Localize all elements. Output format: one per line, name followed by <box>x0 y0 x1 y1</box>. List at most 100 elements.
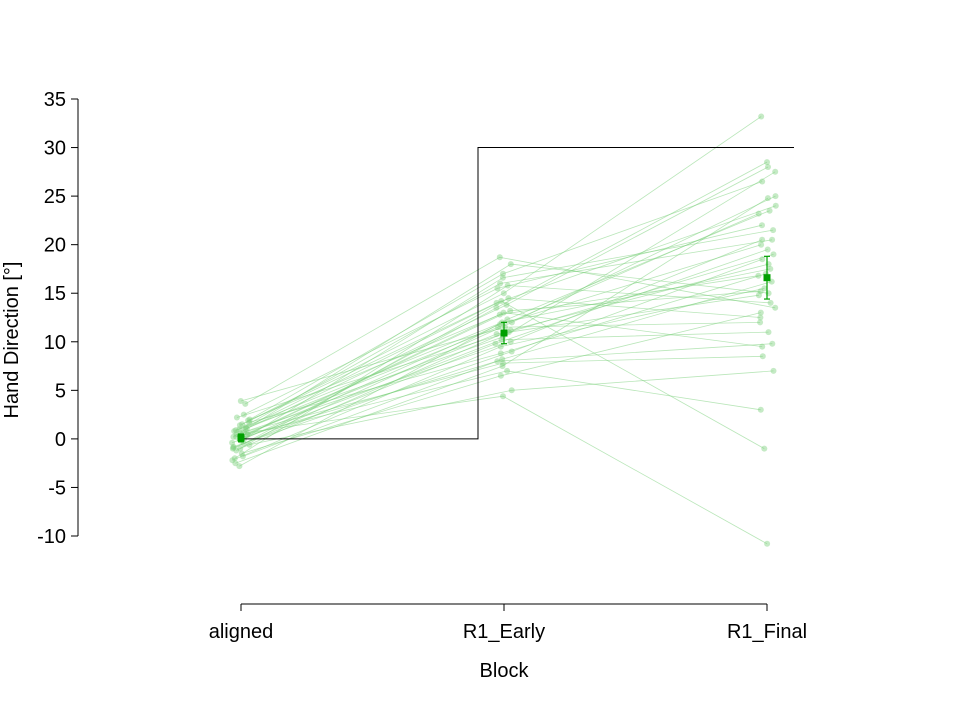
participant-line <box>249 273 767 423</box>
x-tick-label: R1_Final <box>727 621 807 643</box>
participant-point <box>772 304 779 311</box>
participant-point <box>497 372 504 379</box>
participant-point <box>507 338 514 345</box>
perturbation-schedule <box>241 147 794 440</box>
participant-point <box>230 433 237 440</box>
group-means <box>237 255 771 443</box>
participant-line <box>243 239 763 433</box>
participant-point <box>755 272 762 279</box>
participant-point <box>767 265 774 272</box>
participant-point <box>508 387 515 394</box>
participant-point <box>497 343 504 350</box>
participant-line <box>246 290 761 436</box>
participant-point <box>766 207 773 214</box>
participant-line <box>239 205 776 426</box>
participant-lines <box>229 113 779 547</box>
participant-point <box>759 256 766 263</box>
participant-point <box>757 314 764 321</box>
participant-line <box>236 254 774 418</box>
participant-line <box>240 343 773 439</box>
y-tick-label: 5 <box>55 380 66 402</box>
participant-point <box>759 353 766 360</box>
participant-point <box>503 301 510 308</box>
participant-line <box>236 370 761 438</box>
participant-line <box>231 331 769 444</box>
y-tick-label: 35 <box>44 89 66 111</box>
participant-point <box>759 178 766 185</box>
participant-point <box>765 329 772 336</box>
participant-point <box>495 324 501 331</box>
participant-point <box>245 417 252 424</box>
participant-line <box>234 171 776 432</box>
participant-point <box>769 236 776 243</box>
participant-point <box>770 367 777 374</box>
participant-point <box>233 447 240 454</box>
participant-point <box>499 274 506 281</box>
y-tick-label: -5 <box>48 477 66 499</box>
participant-line <box>236 395 768 545</box>
participant-line <box>242 281 772 457</box>
participant-point <box>499 360 506 367</box>
participant-point <box>761 445 768 452</box>
y-axis: -10 -5 0 5 10 15 20 25 30 35 <box>37 89 79 548</box>
participant-point <box>759 222 765 229</box>
participant-point <box>500 393 506 400</box>
participant-point <box>231 455 238 462</box>
participant-line <box>239 294 759 437</box>
y-tick-label: 0 <box>55 429 66 451</box>
participant-point <box>497 280 504 287</box>
participant-point <box>497 350 504 357</box>
x-tick-label: R1_Early <box>463 621 545 643</box>
participant-point <box>244 432 250 438</box>
participant-point <box>499 363 506 370</box>
participant-point <box>494 358 501 365</box>
participant-line <box>233 249 768 448</box>
y-tick-label: 30 <box>44 138 66 160</box>
participant-line <box>247 275 759 421</box>
participant-line <box>246 213 759 429</box>
participant-point <box>492 340 499 347</box>
participant-point <box>230 444 237 451</box>
participant-point <box>758 241 765 248</box>
mean-marker <box>500 329 508 337</box>
participant-point <box>772 193 779 200</box>
participant-line <box>245 166 769 430</box>
participant-point <box>758 113 765 120</box>
participant-line <box>241 116 762 425</box>
participant-point <box>237 398 244 404</box>
participant-point <box>231 428 238 435</box>
participant-point <box>769 340 776 347</box>
mean-marker <box>237 434 245 442</box>
y-tick-label: 25 <box>44 186 66 208</box>
participant-point <box>496 254 503 261</box>
participant-point <box>755 210 762 217</box>
participant-line <box>235 197 769 464</box>
y-tick-label: 15 <box>44 283 66 305</box>
participant-point <box>229 457 236 464</box>
participant-line <box>245 256 776 405</box>
y-tick-label: 20 <box>44 235 66 257</box>
participant-point <box>232 460 239 467</box>
participant-point <box>230 443 237 450</box>
participant-point <box>764 246 771 253</box>
participant-point <box>759 343 766 350</box>
participant-point <box>233 414 240 421</box>
participant-point <box>755 292 762 299</box>
participant-point <box>772 202 779 209</box>
participant-line <box>249 370 774 446</box>
participant-line <box>239 355 763 434</box>
participant-line <box>243 224 763 415</box>
participant-point <box>236 422 243 429</box>
participant-line <box>233 263 769 438</box>
participant-point <box>759 236 766 243</box>
participant-point <box>236 463 243 470</box>
participant-point <box>770 227 777 234</box>
participant-point <box>500 270 506 277</box>
participant-point <box>770 251 777 258</box>
participant-point <box>237 445 244 452</box>
participant-point <box>757 319 764 326</box>
x-axis-title: Block <box>480 660 530 682</box>
y-tick-label: -10 <box>37 526 66 548</box>
y-tick-label: 10 <box>44 332 66 354</box>
